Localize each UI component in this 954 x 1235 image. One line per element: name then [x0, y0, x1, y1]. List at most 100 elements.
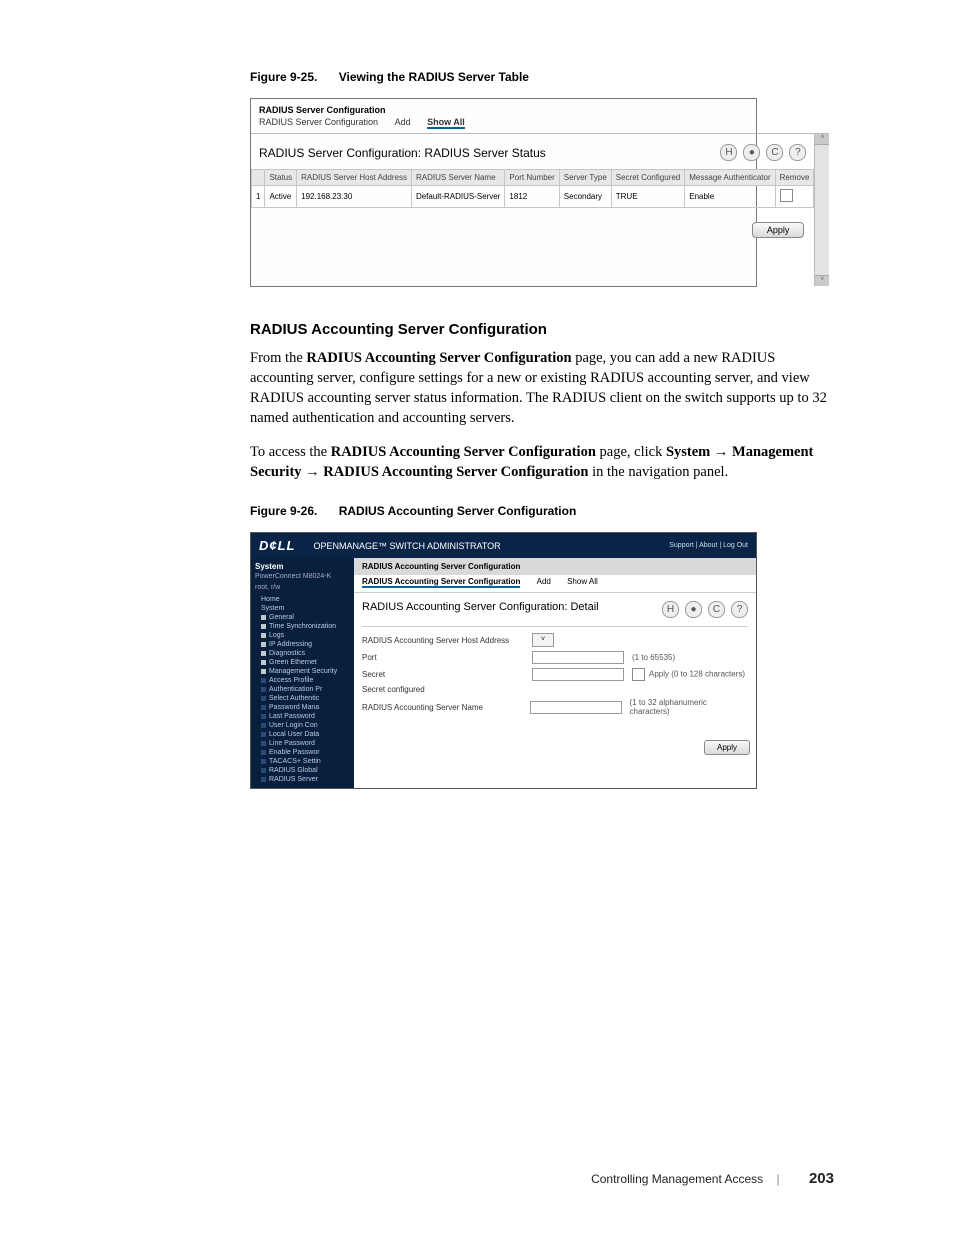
page-number: 203 [809, 1170, 834, 1187]
cell-type: Secondary [559, 186, 611, 208]
nav-item[interactable]: RADIUS Global [255, 766, 350, 775]
cell-port: 1812 [505, 186, 559, 208]
radius-server-table: Status RADIUS Server Host Address RADIUS… [251, 169, 814, 208]
nav-item[interactable]: Select Authentic [255, 694, 350, 703]
cell-index: 1 [252, 186, 265, 208]
om-toolbar-icons: H ● C ? [662, 601, 748, 618]
nav-item[interactable]: Enable Passwor [255, 748, 350, 757]
field-label: RADIUS Accounting Server Name [362, 703, 530, 712]
help-icon[interactable]: ? [731, 601, 748, 618]
nav-system: System [255, 562, 350, 571]
col-name[interactable]: RADIUS Server Name [411, 170, 504, 186]
remove-checkbox[interactable] [780, 189, 793, 202]
host-select[interactable]: ˅ [532, 633, 554, 647]
chapter-name: Controlling Management Access [591, 1172, 763, 1186]
panel-bar: RADIUS Accounting Server Configuration [354, 558, 756, 575]
form-row: Port (1 to 65535) [362, 649, 748, 666]
fig25-num: Figure 9-25. [250, 70, 317, 84]
form-row: Secret configured [362, 683, 748, 696]
footer-sep: | [777, 1172, 780, 1186]
nav-item[interactable]: General [255, 613, 350, 622]
text-input[interactable] [530, 701, 621, 714]
table-header-row: Status RADIUS Server Host Address RADIUS… [252, 170, 814, 186]
nav-item[interactable]: User Login Con [255, 721, 350, 730]
nav-item[interactable]: System [255, 604, 350, 613]
page-footer: Controlling Management Access | 203 [591, 1170, 834, 1187]
om-tab-add[interactable]: Add [537, 577, 551, 586]
nav-item[interactable]: TACACS+ Settin [255, 757, 350, 766]
config-form: RADIUS Accounting Server Host Address˅Po… [354, 627, 756, 726]
cell-name: Default-RADIUS-Server [411, 186, 504, 208]
cell-auth: Enable [685, 186, 775, 208]
text-input[interactable] [532, 668, 624, 681]
tab-bar: RADIUS Server Configuration Add Show All [251, 117, 829, 134]
figure-25-caption: Figure 9-25. Viewing the RADIUS Server T… [250, 70, 834, 84]
nav-item[interactable]: RADIUS Server [255, 775, 350, 784]
figure-26-caption: Figure 9-26. RADIUS Accounting Server Co… [250, 504, 834, 518]
nav-user: root, r/w [255, 584, 350, 591]
refresh-icon[interactable]: C [766, 144, 783, 161]
cell-secret: TRUE [611, 186, 684, 208]
col-host[interactable]: RADIUS Server Host Address [297, 170, 412, 186]
col-type[interactable]: Server Type [559, 170, 611, 186]
field-label: Secret configured [362, 685, 532, 694]
nav-tree[interactable]: System PowerConnect M8024-K root, r/w Ho… [251, 558, 354, 788]
field-label: Secret [362, 670, 532, 679]
nav-item[interactable]: Authentication Pr [255, 685, 350, 694]
apply-button[interactable]: Apply [752, 222, 805, 238]
cell-remove [775, 186, 814, 208]
nav-item[interactable]: Diagnostics [255, 649, 350, 658]
dell-logo: D¢LL [259, 538, 296, 553]
openmanage-screenshot: D¢LL OPENMANAGE™ SWITCH ADMINISTRATOR Su… [250, 532, 757, 789]
nav-item[interactable]: Time Synchronization [255, 622, 350, 631]
save-icon[interactable]: H [720, 144, 737, 161]
brand-text: OPENMANAGE™ SWITCH ADMINISTRATOR [314, 541, 501, 551]
nav-item[interactable]: Local User Data [255, 730, 350, 739]
header-links[interactable]: Support | About | Log Out [669, 542, 748, 549]
col-port[interactable]: Port Number [505, 170, 559, 186]
print-icon[interactable]: ● [743, 144, 760, 161]
col-secret[interactable]: Secret Configured [611, 170, 684, 186]
scrollbar[interactable]: ˄ ˅ [814, 134, 829, 286]
save-icon[interactable]: H [662, 601, 679, 618]
fig26-num: Figure 9-26. [250, 504, 317, 518]
nav-item[interactable]: Logs [255, 631, 350, 640]
om-tab-showall[interactable]: Show All [567, 577, 598, 586]
field-hint: (1 to 65535) [632, 653, 675, 662]
field-label: RADIUS Accounting Server Host Address [362, 636, 532, 645]
col-status[interactable]: Status [265, 170, 297, 186]
fig26-title: RADIUS Accounting Server Configuration [339, 504, 577, 518]
nav-item[interactable]: Access Profile [255, 676, 350, 685]
nav-item[interactable]: Management Security [255, 667, 350, 676]
tab-add[interactable]: Add [395, 117, 411, 127]
para-2: To access the RADIUS Accounting Server C… [250, 442, 834, 482]
nav-item[interactable]: Password Mana [255, 703, 350, 712]
col-auth[interactable]: Message Authenticator [685, 170, 775, 186]
nav-item[interactable]: Home [255, 595, 350, 604]
form-row: RADIUS Accounting Server Host Address˅ [362, 631, 748, 649]
nav-item[interactable]: Last Password [255, 712, 350, 721]
fig25-title: Viewing the RADIUS Server Table [339, 70, 529, 84]
cell-status: Active [265, 186, 297, 208]
field-hint: Apply (0 to 128 characters) [632, 668, 745, 681]
cell-host: 192.168.23.30 [297, 186, 412, 208]
col-remove: Remove [775, 170, 814, 186]
tab-show-all[interactable]: Show All [427, 117, 465, 129]
nav-item[interactable]: Line Password [255, 739, 350, 748]
apply-checkbox[interactable] [632, 668, 645, 681]
nav-item[interactable]: Green Ethernet [255, 658, 350, 667]
form-row: RADIUS Accounting Server Name (1 to 32 al… [362, 696, 748, 718]
om-tab-config[interactable]: RADIUS Accounting Server Configuration [362, 577, 520, 588]
field-label: Port [362, 653, 532, 662]
field-hint: (1 to 32 alphanumeric characters) [630, 698, 748, 716]
print-icon[interactable]: ● [685, 601, 702, 618]
col-index [252, 170, 265, 186]
nav-device: PowerConnect M8024-K [255, 573, 350, 580]
text-input[interactable] [532, 651, 624, 664]
refresh-icon[interactable]: C [708, 601, 725, 618]
help-icon[interactable]: ? [789, 144, 806, 161]
para-1: From the RADIUS Accounting Server Config… [250, 348, 834, 428]
apply-button[interactable]: Apply [704, 740, 750, 755]
nav-item[interactable]: IP Addressing [255, 640, 350, 649]
tab-config[interactable]: RADIUS Server Configuration [259, 117, 378, 127]
